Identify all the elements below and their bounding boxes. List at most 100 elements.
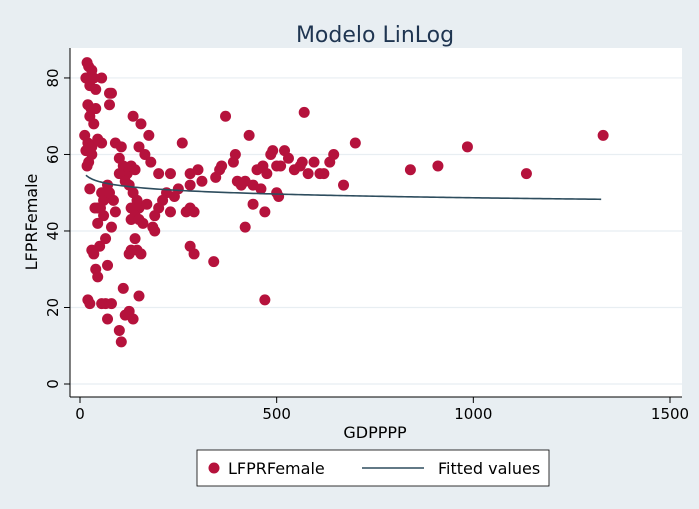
scatter-point-102 [149, 210, 161, 222]
y-tick-label-3: 60 [44, 145, 62, 164]
scatter-point-43 [92, 271, 104, 283]
scatter-point-89 [135, 248, 147, 260]
scatter-point-115 [229, 148, 241, 160]
scatter-point-124 [261, 168, 273, 180]
scatter-point-45 [102, 259, 114, 271]
scatter-point-44 [100, 233, 112, 245]
scatter-point-153 [597, 129, 609, 141]
chart-title: Modelo LinLog [296, 23, 454, 48]
scatter-point-140 [328, 148, 340, 160]
scatter-point-90 [153, 168, 165, 180]
scatter-point-41 [86, 244, 98, 256]
scatter-point-60 [127, 110, 139, 122]
scatter-point-138 [318, 168, 330, 180]
legend-marker-scatter [208, 462, 220, 474]
legend: LFPRFemale Fitted values [196, 449, 550, 487]
scatter-point-64 [139, 148, 151, 160]
scatter-point-65 [145, 156, 157, 168]
scatter-point-15 [88, 118, 100, 130]
scatter-point-71 [113, 168, 125, 180]
scatter-point-63 [133, 141, 145, 153]
scatter-point-149 [404, 164, 416, 176]
y-tick-label-4: 80 [44, 68, 62, 87]
scatter-point-94 [192, 164, 204, 176]
scatter-point-62 [143, 129, 155, 141]
scatter-point-84 [149, 225, 161, 237]
x-tick-label-1: 500 [262, 405, 291, 423]
scatter-point-13 [104, 99, 115, 111]
scatter-point-24 [96, 137, 108, 149]
legend-label-scatter: LFPRFemale [228, 459, 325, 478]
scatter-point-56 [113, 324, 125, 336]
scatter-point-135 [302, 168, 314, 180]
scatter-points [79, 57, 609, 348]
y-axis-label: LFPRFemale [22, 174, 41, 271]
scatter-point-78 [141, 198, 153, 210]
scatter-point-105 [180, 206, 192, 218]
scatter-point-80 [125, 214, 137, 225]
plot-area [70, 48, 682, 397]
scatter-point-99 [168, 191, 180, 203]
scatter-point-91 [164, 168, 176, 180]
scatter-point-148 [259, 294, 271, 306]
scatter-point-38 [92, 217, 104, 229]
scatter-point-150 [432, 160, 444, 172]
axes: 0 20 40 60 80 0 500 1000 1500 [44, 48, 689, 423]
scatter-point-85 [129, 233, 141, 245]
scatter-point-57 [115, 336, 127, 348]
scatter-point-109 [208, 256, 220, 268]
scatter-point-61 [135, 118, 147, 130]
scatter-point-152 [520, 168, 532, 180]
scatter-point-53 [117, 282, 129, 294]
scatter-point-96 [184, 179, 196, 191]
scatter-point-119 [243, 129, 255, 141]
scatter-point-51 [84, 298, 96, 310]
scatter-point-6 [90, 83, 102, 95]
scatter-point-12 [90, 103, 102, 115]
scatter-point-113 [220, 110, 232, 122]
x-tick-label-3: 1500 [651, 405, 689, 423]
scatter-point-70 [129, 164, 141, 176]
scatter-point-36 [109, 206, 121, 218]
legend-label-fitted: Fitted values [438, 459, 540, 478]
scatter-point-142 [349, 137, 361, 149]
scatter-point-147 [239, 221, 251, 233]
y-tick-label-1: 20 [44, 298, 62, 317]
scatter-point-145 [247, 198, 259, 210]
scatter-point-106 [188, 206, 200, 218]
x-tick-label-2: 1000 [454, 405, 492, 423]
x-axis-label: GDPPPP [343, 423, 407, 442]
scatter-point-134 [296, 156, 308, 168]
scatter-point-126 [267, 145, 279, 157]
scatter-point-9 [105, 87, 117, 99]
x-tick-label-0: 0 [75, 405, 85, 423]
scatter-point-52 [102, 313, 114, 325]
scatter-point-151 [461, 141, 473, 153]
scatter-point-59 [133, 290, 145, 302]
scatter-point-141 [338, 179, 350, 191]
scatter-point-37 [98, 210, 110, 222]
scatter-point-49 [105, 298, 117, 310]
scatter-point-144 [273, 191, 285, 203]
scatter-point-82 [137, 217, 149, 229]
scatter-point-23 [81, 160, 93, 172]
scatter-point-130 [282, 152, 294, 164]
gridlines [70, 77, 682, 385]
scatter-point-146 [259, 206, 271, 218]
scatter-point-136 [308, 156, 320, 168]
scatter-point-112 [216, 160, 228, 172]
scatter-point-7 [96, 72, 108, 84]
y-tick-label-0: 0 [44, 379, 62, 389]
fitted-line [85, 174, 602, 201]
scatter-point-92 [176, 137, 188, 149]
scatter-point-35 [107, 194, 119, 206]
scatter-point-103 [164, 206, 176, 218]
scatter-point-27 [84, 183, 96, 195]
scatter-point-26 [115, 141, 127, 153]
scatter-point-88 [123, 248, 135, 260]
scatter-point-58 [127, 313, 139, 325]
scatter-point-108 [188, 248, 200, 260]
scatter-point-46 [105, 221, 117, 233]
scatter-point-128 [275, 160, 287, 172]
